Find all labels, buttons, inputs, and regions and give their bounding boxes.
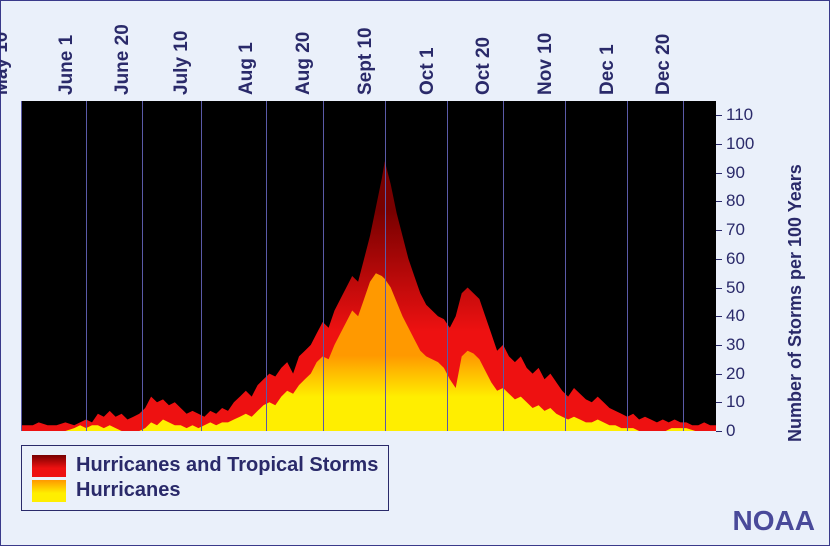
chart-frame: May 10 June 1 June 20 July 10 Aug 1 Aug 20 Sep… xyxy=(0,0,830,546)
legend-row: Hurricanes and Tropical Storms xyxy=(32,454,378,477)
x-tick-label: July 10 xyxy=(171,31,193,95)
y-tick-label: 80 xyxy=(726,191,745,211)
x-gridline xyxy=(565,101,566,431)
y-tick-label: 40 xyxy=(726,306,745,326)
x-gridline xyxy=(683,101,684,431)
y-tick-mark xyxy=(716,259,722,260)
area-series xyxy=(21,101,716,431)
legend-swatch xyxy=(32,455,66,477)
series-area xyxy=(21,273,716,431)
x-tick-label: Sept 10 xyxy=(355,27,377,95)
x-gridline xyxy=(86,101,87,431)
legend: Hurricanes and Tropical StormsHurricanes xyxy=(21,445,389,511)
legend-swatch xyxy=(32,480,66,502)
x-gridline xyxy=(627,101,628,431)
legend-label: Hurricanes and Tropical Storms xyxy=(76,454,378,477)
legend-label: Hurricanes xyxy=(76,479,181,502)
plot-area xyxy=(21,101,716,431)
x-gridline xyxy=(21,101,22,431)
x-tick-label: Dec 20 xyxy=(653,34,675,95)
y-tick-mark xyxy=(716,144,722,145)
y-tick-label: 10 xyxy=(726,392,745,412)
y-tick-mark xyxy=(716,201,722,202)
y-tick-label: 70 xyxy=(726,220,745,240)
x-tick-label: May 10 xyxy=(0,32,13,95)
x-gridline xyxy=(142,101,143,431)
x-tick-label: Dec 1 xyxy=(597,44,619,95)
x-gridline xyxy=(447,101,448,431)
x-tick-label: June 20 xyxy=(112,24,134,95)
x-tick-label: Aug 20 xyxy=(293,32,315,95)
y-tick-label: 20 xyxy=(726,364,745,384)
y-tick-mark xyxy=(716,431,722,432)
y-tick-mark xyxy=(716,288,722,289)
x-gridline xyxy=(266,101,267,431)
x-tick-label: June 1 xyxy=(56,35,78,95)
x-tick-label: Oct 1 xyxy=(417,47,439,95)
y-tick-label: 100 xyxy=(726,134,754,154)
x-gridline xyxy=(503,101,504,431)
y-tick-mark xyxy=(716,230,722,231)
x-tick-label: Oct 20 xyxy=(473,37,495,95)
y-tick-mark xyxy=(716,345,722,346)
y-tick-label: 50 xyxy=(726,278,745,298)
y-tick-label: 90 xyxy=(726,163,745,183)
x-tick-label: Nov 10 xyxy=(535,33,557,95)
y-axis-title: Number of Storms per 100 Years xyxy=(785,164,806,442)
y-tick-label: 30 xyxy=(726,335,745,355)
legend-row: Hurricanes xyxy=(32,479,378,502)
y-tick-mark xyxy=(716,374,722,375)
y-tick-label: 110 xyxy=(726,105,753,125)
attribution: NOAA xyxy=(733,505,815,537)
x-tick-label: Aug 1 xyxy=(236,42,258,95)
y-tick-label: 60 xyxy=(726,249,745,269)
x-gridline xyxy=(323,101,324,431)
y-tick-mark xyxy=(716,115,722,116)
y-tick-mark xyxy=(716,173,722,174)
x-gridline xyxy=(385,101,386,431)
y-tick-mark xyxy=(716,402,722,403)
y-tick-mark xyxy=(716,316,722,317)
y-tick-label: 0 xyxy=(726,421,735,441)
x-gridline xyxy=(201,101,202,431)
